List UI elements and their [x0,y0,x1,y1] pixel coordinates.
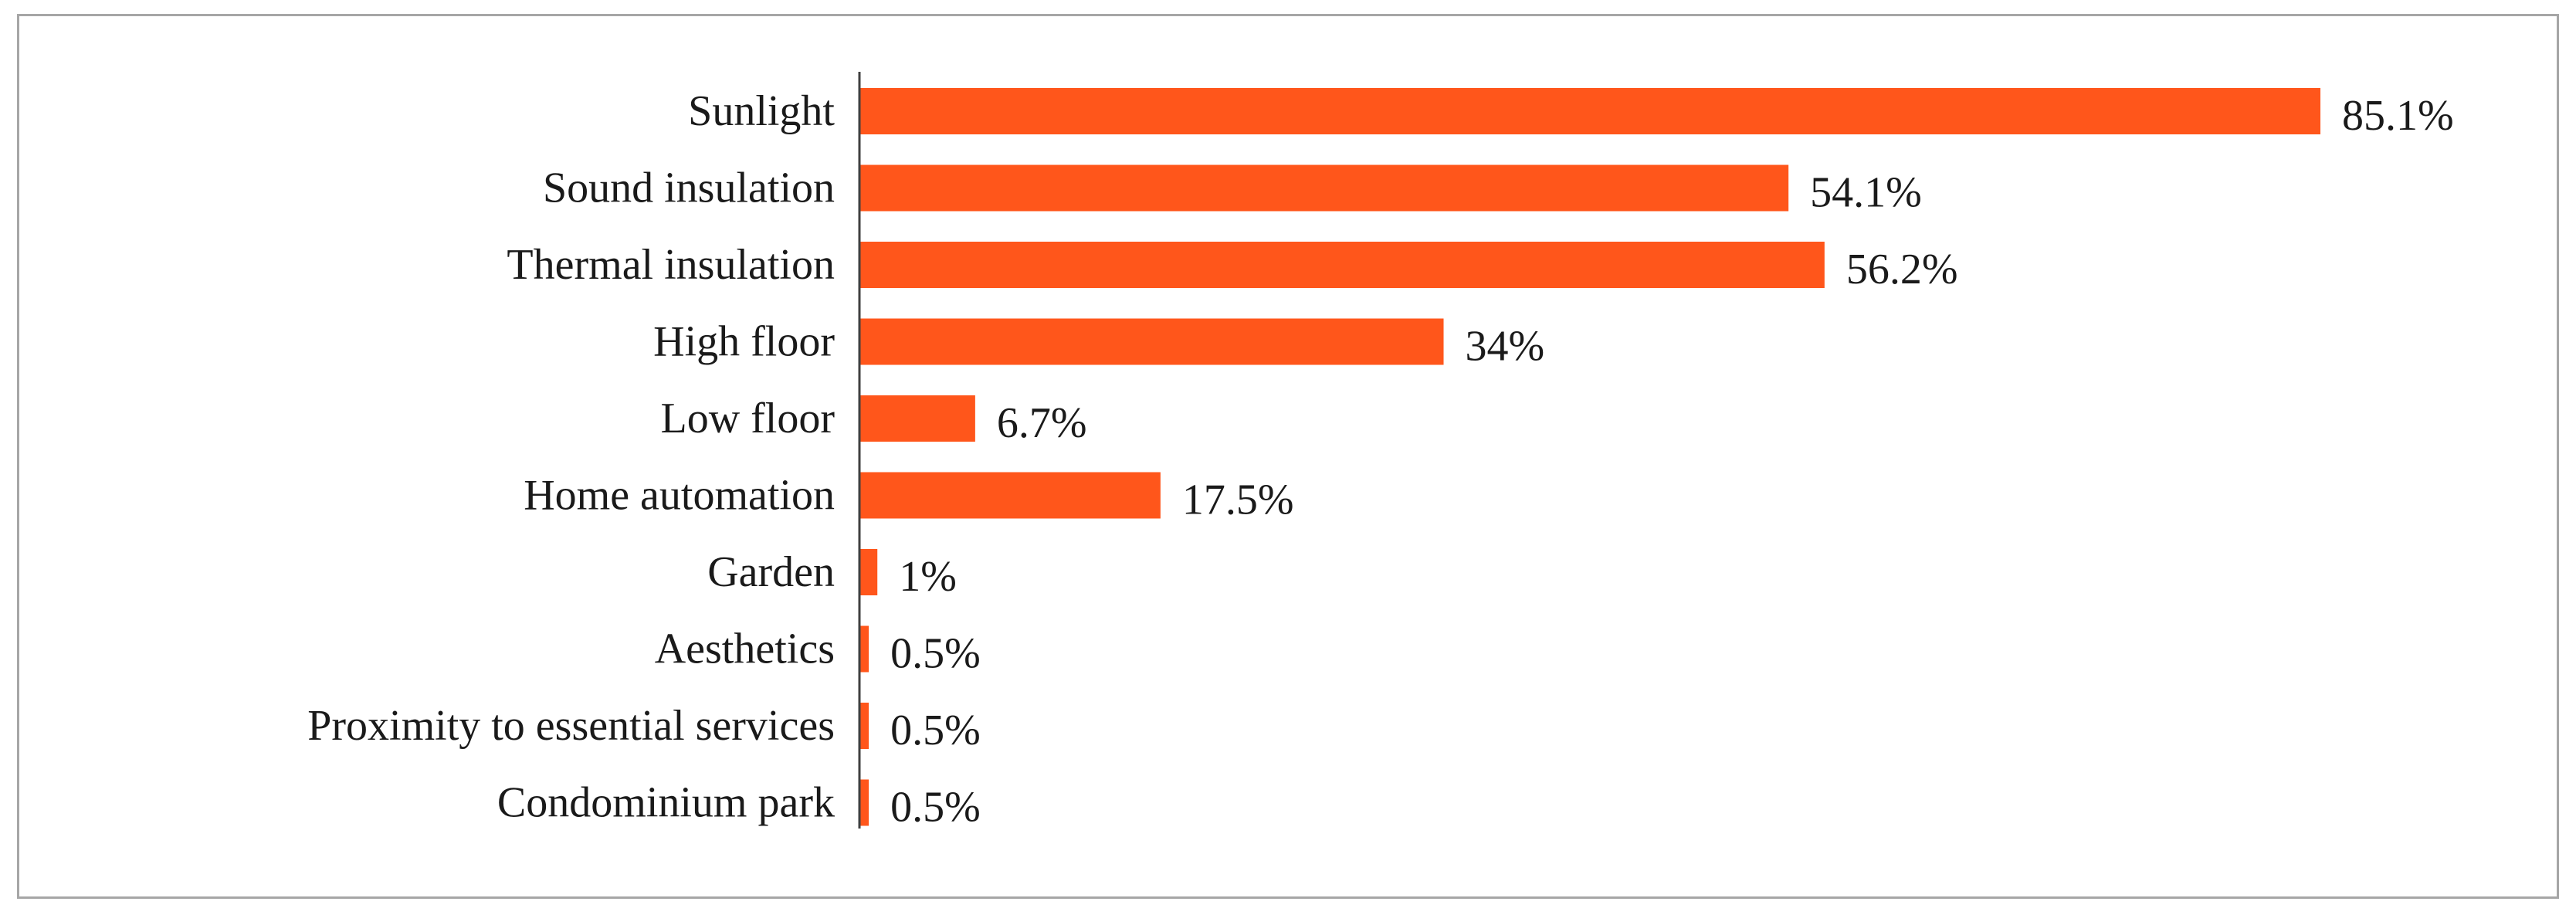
bar [860,472,1161,519]
category-label: Garden [707,548,835,596]
category-label: High floor [653,318,835,366]
value-label: 54.1% [1810,169,1922,217]
value-label: 17.5% [1182,476,1294,524]
category-labels: Sunlight Sound insulation Thermal insulati… [307,87,835,827]
bar-chart: Sunlight Sound insulation Thermal insulati… [307,72,2454,832]
bar [860,164,1789,212]
category-label: Proximity to essential services [307,702,835,750]
bar [860,318,1444,365]
value-label: 1% [899,553,957,601]
value-label: 0.5% [890,707,981,754]
category-label: Low floor [660,395,835,442]
value-label: 0.5% [890,784,981,832]
bar [860,779,869,826]
value-label: 0.5% [890,630,981,678]
category-label: Condominium park [497,779,835,827]
category-label: Aesthetics [655,625,835,673]
category-label: Home automation [524,472,835,520]
bars-layer [860,88,2320,826]
value-label: 85.1% [2342,92,2454,140]
value-labels: 85.1% 54.1% 56.2% 34% 6.7% 17.5% 1% 0.5% 0.5% 0.5… [890,92,2454,832]
category-label: Sound insulation [543,164,835,212]
value-label: 34% [1466,323,1545,371]
value-label: 6.7% [997,399,1087,447]
category-label: Thermal insulation [507,241,835,289]
bar [860,549,878,595]
value-label: 56.2% [1846,246,1958,293]
bar [860,242,1825,288]
chart-frame: Sunlight Sound insulation Thermal insulati… [17,14,2559,899]
bar [860,703,869,749]
bar [860,395,975,442]
category-label: Sunlight [688,87,835,135]
bar [860,625,869,673]
bar [860,88,2320,134]
